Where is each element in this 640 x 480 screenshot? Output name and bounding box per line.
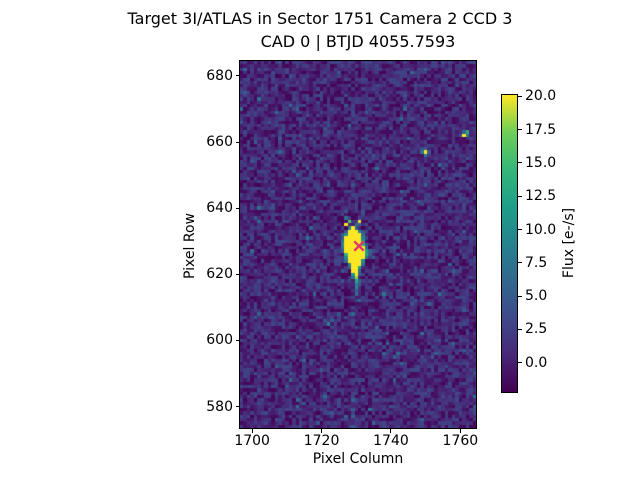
colorbar-tick-label: 0.0	[525, 354, 548, 371]
colorbar-tick-label: 7.5	[525, 254, 548, 271]
colorbar-tick-mark	[518, 229, 522, 231]
y-tick-mark	[235, 207, 239, 209]
colorbar-tick-mark	[518, 162, 522, 164]
y-tick-label: 620	[206, 266, 233, 283]
colorbar-frame	[501, 94, 518, 393]
colorbar-tick-mark	[518, 295, 522, 297]
x-axis-label: Pixel Column	[312, 451, 404, 467]
colorbar-tick-mark	[518, 95, 522, 97]
y-tick-label: 680	[206, 67, 233, 84]
x-tick-mark	[459, 429, 461, 433]
colorbar-tick-label: 15.0	[525, 154, 557, 171]
colorbar-canvas	[502, 95, 517, 392]
x-tick-mark	[321, 429, 323, 433]
y-tick-label: 600	[206, 332, 233, 349]
colorbar-tick-mark	[518, 129, 522, 131]
x-tick-label: 1740	[373, 433, 409, 449]
colorbar-tick-mark	[518, 262, 522, 264]
y-tick-mark	[235, 273, 239, 275]
colorbar-tick-mark	[518, 328, 522, 330]
colorbar-tick-label: 10.0	[525, 221, 557, 238]
colorbar-tick-mark	[518, 362, 522, 364]
y-tick-label: 640	[206, 200, 233, 217]
heatmap-canvas	[240, 61, 476, 428]
plot-frame	[239, 60, 477, 429]
colorbar-tick-label: 20.0	[525, 88, 557, 105]
colorbar-tick-label: 17.5	[525, 121, 557, 138]
x-tick-label: 1760	[442, 433, 479, 449]
colorbar-tick-label: 12.5	[525, 188, 557, 205]
y-tick-label: 660	[206, 134, 233, 150]
colorbar-tick-mark	[518, 195, 522, 197]
x-tick-mark	[390, 429, 392, 433]
colorbar-tick-label: 2.5	[525, 321, 548, 338]
colorbar-tick-label: 5.0	[525, 288, 548, 305]
y-tick-mark	[235, 141, 239, 143]
x-tick-label: 1720	[303, 433, 340, 449]
axes-title: CAD 0 | BTJD 4055.7593	[260, 32, 456, 51]
figure-suptitle: Target 3I/ATLAS in Sector 1751 Camera 2 …	[127, 9, 513, 28]
y-tick-mark	[235, 75, 239, 77]
colorbar-label: Flux [e-/s]	[561, 207, 577, 279]
y-tick-mark	[235, 406, 239, 407]
y-tick-mark	[235, 339, 239, 341]
y-tick-label: 580	[206, 398, 233, 415]
x-tick-mark	[251, 429, 253, 433]
x-tick-label: 1700	[234, 433, 270, 449]
